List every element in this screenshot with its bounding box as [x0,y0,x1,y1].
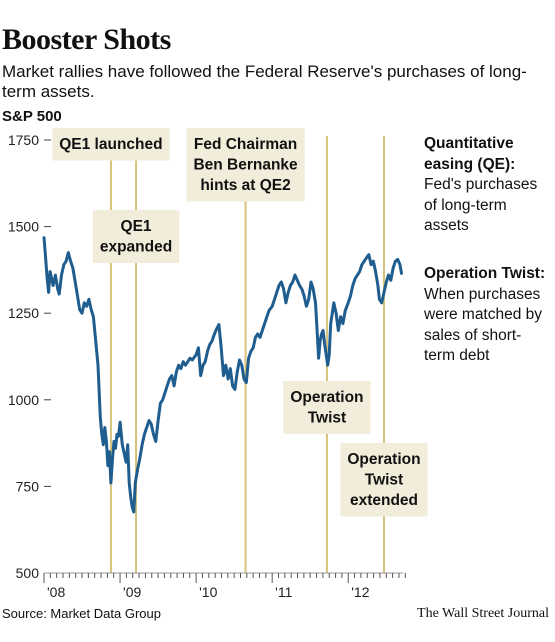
legend-twist-text: When purchases were matched by sales of … [424,285,543,365]
annotation-operation-twist: Operation Twist [283,381,371,434]
source-note: Source: Market Data Group [2,606,161,621]
y-tick-label: 1500 [8,219,39,235]
annotation-text: Ben Bernanke [193,157,298,174]
annotation-qe1-expanded: QE1 expanded [92,210,180,263]
legend-qe-title: Quantitative easing (QE): [424,135,516,173]
annotation-box [283,381,371,434]
annotation-labels-layer: QE1 launched QE1 expanded Fed Chairman Ben B… [52,128,428,517]
annotation-qe1-launched: QE1 launched [52,128,170,161]
legend-twist: Operation Twist: When purchases were mat… [424,264,552,367]
y-axis-label: S&P 500 [2,108,62,125]
annotation-operation-twist-extended: Operation Twist extended [340,443,428,517]
x-tick-label: '08 [47,584,65,600]
legend-twist-title: Operation Twist: [424,265,546,282]
annotation-text: Fed Chairman [194,136,297,153]
annotation-text: Twist [365,472,403,489]
annotation-box [52,128,170,161]
chart-canvas: QE1 launched QE1 expanded Fed Chairman Ben B… [8,128,428,600]
annotation-text: Twist [308,410,346,427]
annotation-box [340,443,428,517]
annotation-text: QE1 [121,218,152,235]
x-tick-label: '09 [123,584,141,600]
annotation-box [186,128,305,202]
annotation-text: QE1 launched [59,136,162,153]
chart-subtitle: Market rallies have followed the Federal… [2,62,527,101]
axes-layer: 500 750 1000 1250 1500 1750 '08 '09 '10 '11 '12 [8,132,406,600]
annotation-text: Operation [347,451,420,468]
publisher-credit: The Wall Street Journal [417,606,549,621]
annotation-text: Operation [290,389,363,406]
annotation-qe2-hint: Fed Chairman Ben Bernanke hints at QE2 [186,128,305,202]
series-line-0 [42,236,403,514]
x-tick-label: '10 [199,584,217,600]
x-tick-label: '11 [275,584,292,600]
annotation-text: hints at QE2 [200,177,290,194]
y-tick-label: 500 [16,565,40,581]
series-layer [42,236,403,514]
y-tick-label: 750 [16,478,40,494]
y-tick-label: 1000 [8,392,39,408]
annotation-text: extended [350,492,418,509]
chart-title: Booster Shots [2,23,171,56]
x-tick-label: '12 [351,584,369,600]
annotation-text: expanded [100,239,172,256]
legend-qe: Quantitative easing (QE): Fed's purchase… [424,134,552,237]
annotation-box [92,210,180,263]
y-tick-label: 1750 [8,132,39,148]
y-tick-label: 1250 [8,305,39,321]
legend-qe-text: Fed's purchases of long-term assets [424,176,538,234]
